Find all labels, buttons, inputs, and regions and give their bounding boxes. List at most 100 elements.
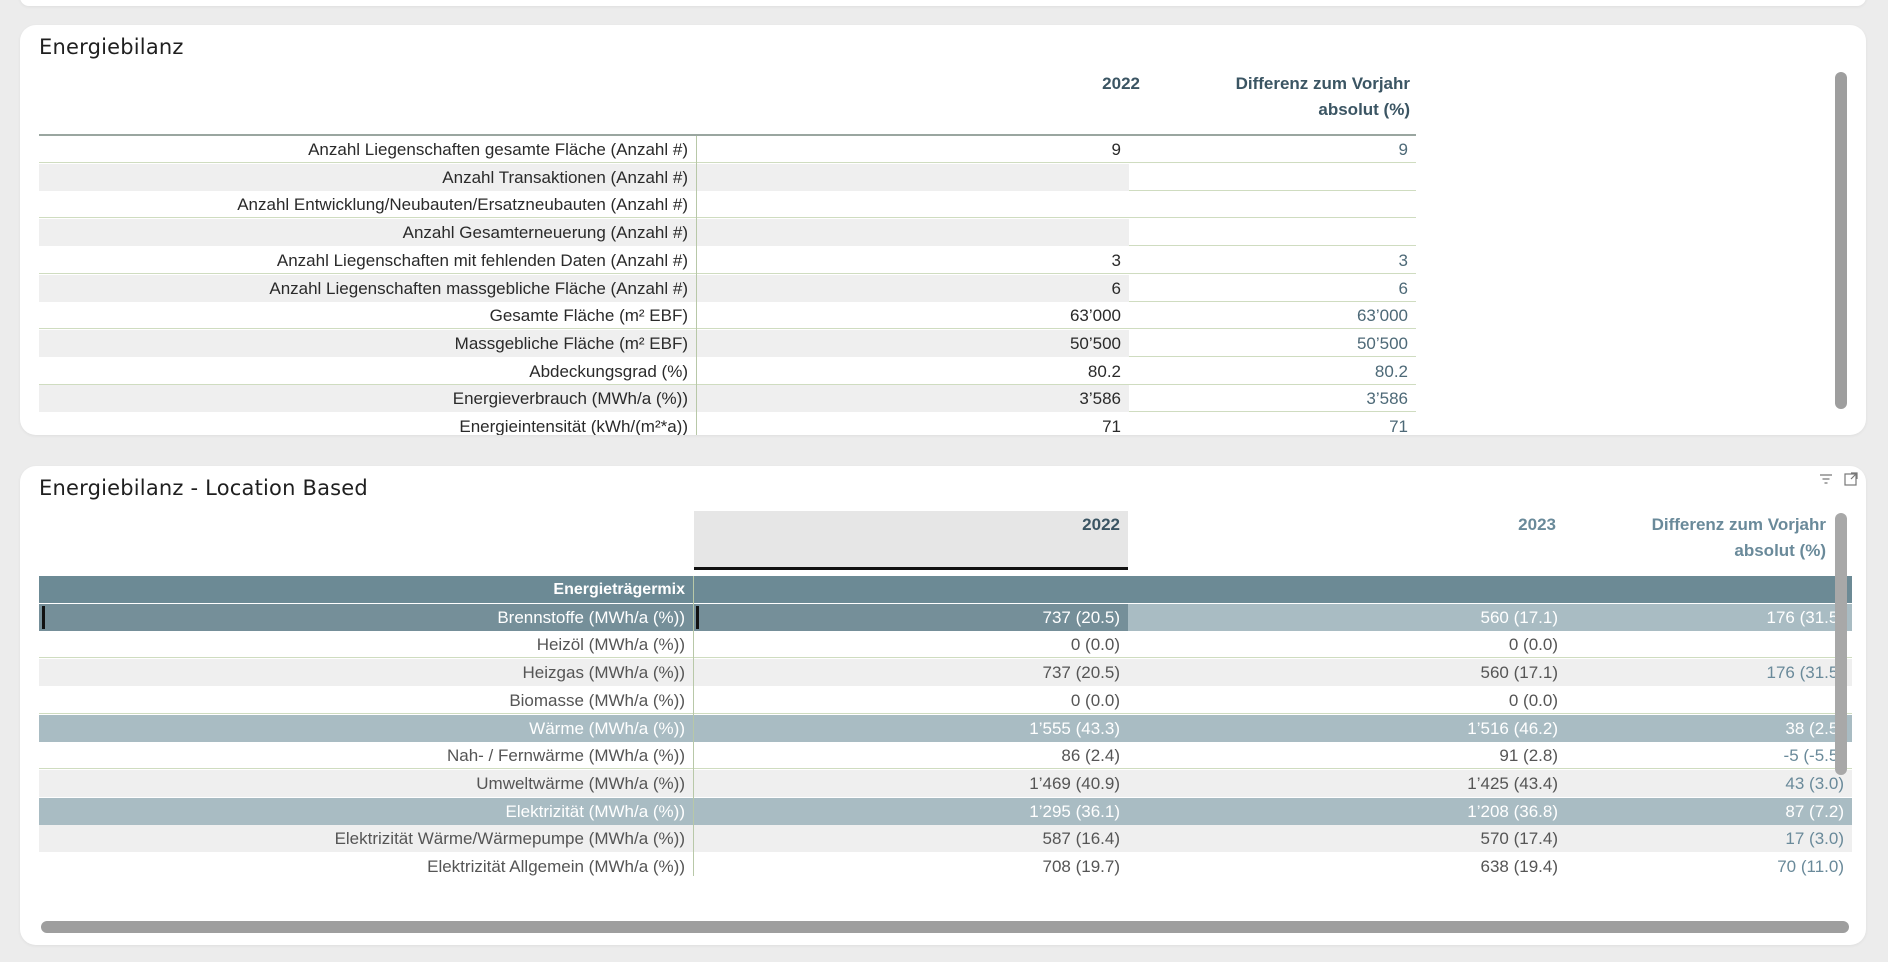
row-label: Anzahl Entwicklung/Neubauten/Ersatzneuba… — [237, 195, 688, 215]
selection-marker — [42, 605, 45, 629]
filter-icon[interactable] — [1817, 470, 1835, 488]
column-header-diff[interactable]: Differenz zum Vorjahr absolut (%) — [1130, 71, 1410, 123]
table-row[interactable]: Heizöl (MWh/a (%)) 0 (0.0) 0 (0.0) 0 — [39, 631, 1852, 659]
selected-column-header-bg — [694, 511, 1128, 569]
value-2022: 50’500 — [697, 329, 1129, 357]
value-2022 — [697, 163, 1129, 191]
table-group-row[interactable]: Energieträgermix — [39, 576, 1852, 603]
table-group-row[interactable]: Elektrizität (MWh/a (%)) 1’295 (36.1) 1’20… — [39, 797, 1852, 825]
row-label: Heizgas (MWh/a (%)) — [39, 659, 693, 687]
row-label: Anzahl Liegenschaften gesamte Fläche (An… — [308, 140, 688, 159]
column-header-2023[interactable]: 2023 — [1518, 515, 1556, 534]
table-row[interactable]: Anzahl Liegenschaften massgebliche Fläch… — [39, 274, 1416, 302]
table-row[interactable]: Anzahl Entwicklung/Neubauten/Ersatzneuba… — [39, 191, 1416, 219]
table-row[interactable]: Massgebliche Fläche (m² EBF) 50’500 50’500 — [39, 329, 1416, 357]
horizontal-scrollbar[interactable] — [41, 921, 1849, 933]
row-label: Brennstoffe (MWh/a (%)) — [39, 603, 693, 631]
table-row[interactable]: Nah- / Fernwärme (MWh/a (%)) 86 (2.4) 91 (… — [39, 742, 1852, 770]
value-diff — [1129, 219, 1416, 246]
value-diff: 17 (3.0) — [1566, 825, 1852, 853]
value-2023: 0 (0.0) — [1508, 690, 1558, 710]
value-2022: 1’469 (40.9) — [694, 769, 1128, 797]
energiebilanz-location-based-card: Energiebilanz - Location Based 2022 2023… — [20, 466, 1866, 945]
table-row[interactable]: Energieverbrauch (MWh/a (%)) 3’586 3’586 — [39, 385, 1416, 413]
vertical-scrollbar[interactable] — [1835, 513, 1847, 775]
row-label: Abdeckungsgrad (%) — [529, 361, 688, 381]
row-label: Elektrizität Wärme/Wärmepumpe (MWh/a (%)… — [39, 825, 693, 853]
row-label: Anzahl Liegenschaften massgebliche Fläch… — [39, 274, 696, 302]
value-2022: 86 (2.4) — [1061, 746, 1120, 766]
value-diff: 87 (7.2) — [1566, 797, 1852, 825]
column-header-diff-line1: Differenz zum Vorjahr — [1235, 74, 1410, 93]
row-label: Energieverbrauch (MWh/a (%)) — [39, 385, 696, 413]
table-row[interactable]: Biomasse (MWh/a (%)) 0 (0.0) 0 (0.0) 0 — [39, 687, 1852, 714]
table-row[interactable]: Energieintensität (kWh/(m²*a)) 71 71 — [39, 413, 1416, 435]
value-2022: 0 (0.0) — [1070, 690, 1120, 710]
value-2023: 560 (17.1) — [1128, 659, 1566, 687]
table-row[interactable]: Umweltwärme (MWh/a (%)) 1’469 (40.9) 1’425… — [39, 769, 1852, 797]
table-row[interactable]: Abdeckungsgrad (%) 80.2 80.2 — [39, 358, 1416, 385]
row-label: Anzahl Transaktionen (Anzahl #) — [39, 163, 696, 191]
value-diff: 0 — [1566, 631, 1852, 658]
value-2022: 1’555 (43.3) — [694, 714, 1128, 742]
column-header-diff-line2: absolut (%) — [1734, 541, 1826, 560]
row-label: Anzahl Gesamterneuerung (Anzahl #) — [39, 219, 696, 247]
column-header-2022[interactable]: 2022 — [1102, 74, 1140, 93]
row-label: Umweltwärme (MWh/a (%)) — [39, 769, 693, 797]
value-2023: 0 (0.0) — [1508, 635, 1558, 655]
card-title: Energiebilanz — [39, 35, 184, 59]
row-label: Anzahl Liegenschaften mit fehlenden Date… — [276, 250, 688, 270]
value-diff: 6 — [1398, 278, 1408, 298]
column-header-diff[interactable]: Differenz zum Vorjahr absolut (%) — [1560, 512, 1826, 564]
table-row[interactable]: Anzahl Liegenschaften mit fehlenden Date… — [39, 247, 1416, 274]
value-diff: 50’500 — [1356, 333, 1408, 353]
value-2023: 1’208 (36.8) — [1128, 797, 1566, 825]
value-diff: 43 (3.0) — [1566, 769, 1852, 797]
value-diff: -5 (-5.5) — [1783, 746, 1844, 766]
value-2022 — [694, 576, 1128, 603]
value-2022 — [697, 191, 1129, 218]
value-2022: 587 (16.4) — [694, 825, 1128, 853]
table-row[interactable]: Elektrizität Allgemein (MWh/a (%)) 708 (1… — [39, 853, 1852, 876]
row-label: Heizöl (MWh/a (%)) — [536, 635, 685, 655]
value-diff: 63’000 — [1356, 306, 1408, 326]
value-diff: 3 — [1398, 250, 1408, 270]
value-2023: 91 (2.8) — [1499, 746, 1558, 766]
table-row[interactable]: Anzahl Transaktionen (Anzahl #) — [39, 163, 1416, 191]
row-header-divider — [696, 136, 697, 435]
row-label: Elektrizität (MWh/a (%)) — [39, 797, 693, 825]
energiebilanz-table-body: Anzahl Liegenschaften gesamte Fläche (An… — [39, 136, 1416, 435]
table-row[interactable]: Brennstoffe (MWh/a (%)) 737 (20.5) 560 (17… — [39, 603, 1852, 631]
value-diff — [1566, 576, 1852, 603]
value-2022: 9 — [1111, 140, 1121, 159]
table-row[interactable]: Anzahl Liegenschaften gesamte Fläche (An… — [39, 136, 1416, 163]
value-diff: 80.2 — [1374, 361, 1408, 381]
value-2022: 6 — [697, 274, 1129, 302]
row-label: Biomasse (MWh/a (%)) — [509, 690, 685, 710]
value-2022: 1’295 (36.1) — [694, 797, 1128, 825]
value-diff — [1129, 191, 1416, 218]
row-label: Elektrizität Allgemein (MWh/a (%)) — [427, 857, 685, 876]
table-group-row[interactable]: Wärme (MWh/a (%)) 1’555 (43.3) 1’516 (46.2… — [39, 714, 1852, 742]
value-diff: 9 — [1398, 140, 1408, 159]
energiebilanz-card: Energiebilanz 2022 Differenz zum Vorjahr… — [20, 25, 1866, 435]
row-label: Wärme (MWh/a (%)) — [39, 714, 693, 742]
table-row[interactable]: Anzahl Gesamterneuerung (Anzahl #) — [39, 219, 1416, 247]
column-header-2022[interactable]: 2022 — [1082, 515, 1120, 534]
value-2023: 638 (19.4) — [1480, 857, 1559, 876]
vertical-scrollbar[interactable] — [1835, 72, 1847, 409]
value-2022: 3’586 — [697, 385, 1129, 413]
table-row[interactable]: Gesamte Fläche (m² EBF) 63’000 63’000 — [39, 302, 1416, 330]
value-diff: 0 — [1566, 687, 1852, 714]
card-title: Energiebilanz - Location Based — [39, 476, 368, 500]
column-header-diff-line1: Differenz zum Vorjahr — [1651, 515, 1826, 534]
focus-mode-icon[interactable] — [1842, 470, 1860, 488]
value-diff: 3’586 — [1366, 389, 1408, 409]
column-header-diff-line2: absolut (%) — [1318, 100, 1410, 119]
value-diff: 176 (31.5) — [1566, 659, 1852, 687]
table-row[interactable]: Elektrizität Wärme/Wärmepumpe (MWh/a (%)… — [39, 825, 1852, 853]
value-2023 — [1128, 576, 1566, 603]
value-diff: 70 (11.0) — [1777, 857, 1844, 876]
table-row[interactable]: Heizgas (MWh/a (%)) 737 (20.5) 560 (17.1) 1… — [39, 659, 1852, 687]
row-label: Energieträgermix — [39, 576, 693, 603]
